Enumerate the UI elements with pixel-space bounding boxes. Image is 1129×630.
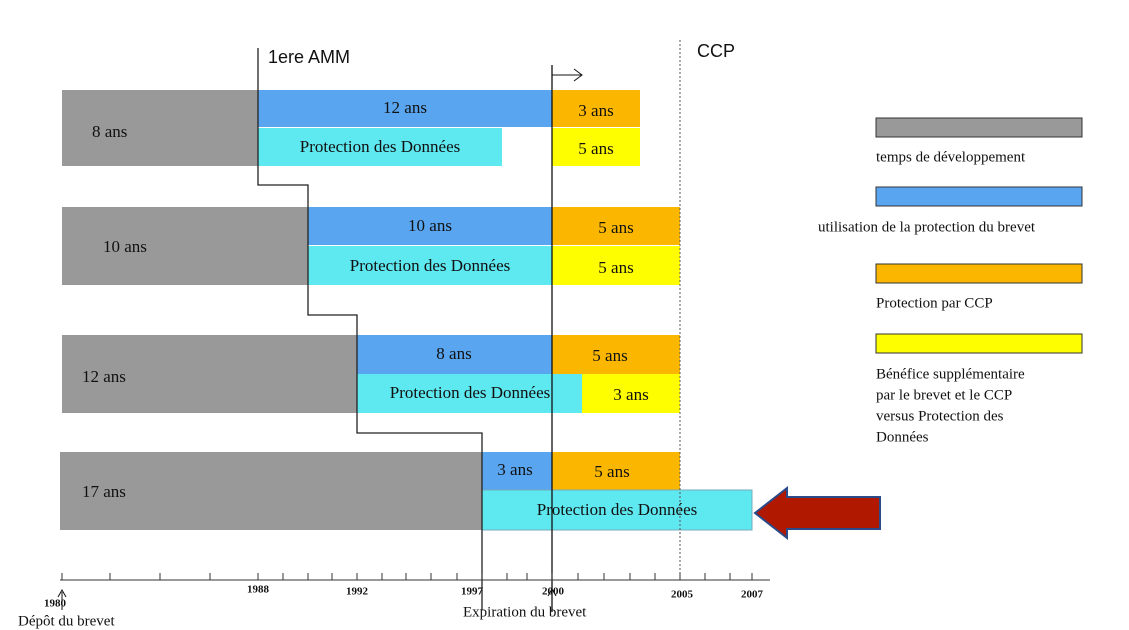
ccp-bar	[552, 207, 680, 245]
bar-label: 10 ans	[408, 216, 452, 235]
legend-label: Données	[876, 429, 929, 445]
axis-note: Dépôt du brevet	[18, 613, 115, 629]
row-label: 8 ans	[92, 122, 127, 141]
bar-label: Protection des Données	[300, 137, 461, 156]
ccp-bar	[552, 335, 680, 374]
year: 1988	[247, 584, 270, 596]
bar-label: 3 ans	[578, 101, 613, 120]
bar-label: Protection des Données	[390, 383, 551, 402]
patent-bar	[482, 452, 552, 490]
data-bar	[258, 128, 502, 166]
legend-swatch	[875, 333, 1083, 354]
patent-bar	[258, 90, 552, 127]
year: 1980	[44, 598, 67, 610]
dev-bar	[62, 90, 258, 166]
data-bar	[308, 246, 552, 285]
red-arrow	[753, 485, 881, 541]
legend-label: versus Protection des	[876, 408, 1004, 424]
legend-label: par le brevet et le CCP	[876, 387, 1012, 403]
legend-label: temps de développement	[876, 149, 1026, 165]
dev-bar	[62, 207, 308, 285]
axis-note: Expiration du brevet	[463, 604, 587, 620]
row-label: 10 ans	[103, 237, 147, 256]
year: 2005	[671, 589, 694, 601]
extra-bar	[552, 128, 640, 166]
legend-label: utilisation de la protection du brevet	[818, 219, 1036, 235]
dev-bar	[62, 335, 357, 413]
ccp-bar	[552, 452, 680, 490]
ticks	[61, 573, 753, 580]
header: 1ere AMM	[268, 47, 350, 67]
legend: temps de développement utilisation de la…	[818, 117, 1083, 445]
patent-bar	[308, 207, 552, 245]
bar-label: 3 ans	[613, 385, 648, 404]
bar-label: 12 ans	[383, 98, 427, 117]
data-bar	[481, 489, 753, 531]
bar-label: 3 ans	[497, 460, 532, 479]
row-label: 12 ans	[82, 367, 126, 386]
patent-bar	[357, 335, 552, 374]
legend-label: Protection par CCP	[876, 295, 993, 311]
year: 2000	[542, 586, 565, 598]
bar-label: 5 ans	[598, 258, 633, 277]
year: 2007	[741, 589, 764, 601]
legend-swatch	[875, 263, 1083, 284]
bar-label: 5 ans	[592, 346, 627, 365]
arrow	[547, 587, 557, 605]
dev-bar	[60, 452, 482, 530]
extra-bar	[582, 374, 680, 413]
data-bar	[357, 374, 582, 413]
bar-label: 5 ans	[578, 139, 613, 158]
extra-bar	[552, 246, 680, 285]
legend-label: Bénéfice supplémentaire	[876, 366, 1025, 382]
bar-label: 5 ans	[594, 462, 629, 481]
row-label: 17 ans	[82, 482, 126, 501]
legend-swatch	[875, 117, 1083, 138]
ccp-bar	[552, 90, 640, 127]
year: 1992	[346, 586, 369, 598]
legend-swatch	[875, 186, 1083, 207]
arrow	[57, 588, 67, 610]
amm-steps	[257, 48, 483, 610]
bar-label: Protection des Données	[350, 256, 511, 275]
bars	[60, 90, 753, 531]
year: 1997	[461, 586, 484, 598]
arrow	[552, 68, 583, 82]
header: CCP	[697, 41, 735, 61]
bar-label: 5 ans	[598, 218, 633, 237]
bar-label: 8 ans	[436, 344, 471, 363]
bar-label: Protection des Données	[537, 500, 698, 519]
